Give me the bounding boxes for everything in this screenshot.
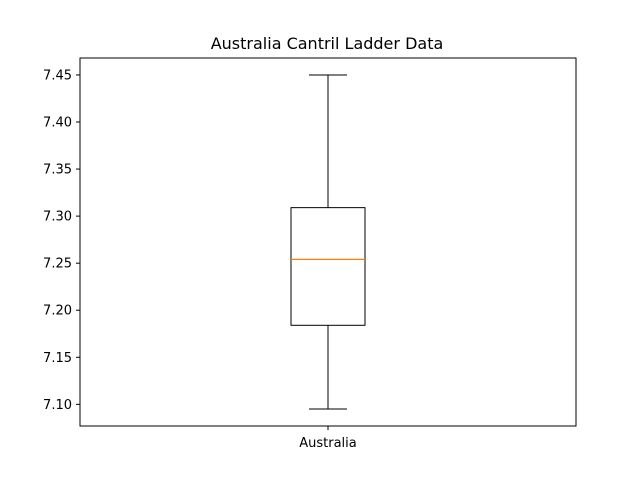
chart-title: Australia Cantril Ladder Data bbox=[211, 34, 444, 53]
y-tick-label: 7.20 bbox=[43, 304, 72, 319]
y-tick-label: 7.30 bbox=[43, 210, 72, 225]
y-tick-label: 7.35 bbox=[43, 163, 72, 178]
y-tick-label: 7.10 bbox=[43, 398, 72, 413]
x-tick-label: Australia bbox=[299, 436, 357, 451]
box-iqr bbox=[290, 207, 366, 326]
plot-area: 7.10 7.15 7.20 7.25 7.30 7.35 7.40 7.45 Australi… bbox=[43, 57, 577, 451]
y-tick-label: 7.45 bbox=[43, 68, 72, 83]
y-tick-label: 7.40 bbox=[43, 116, 72, 131]
y-tick-label: 7.15 bbox=[43, 351, 72, 366]
y-tick-label: 7.25 bbox=[43, 257, 72, 272]
